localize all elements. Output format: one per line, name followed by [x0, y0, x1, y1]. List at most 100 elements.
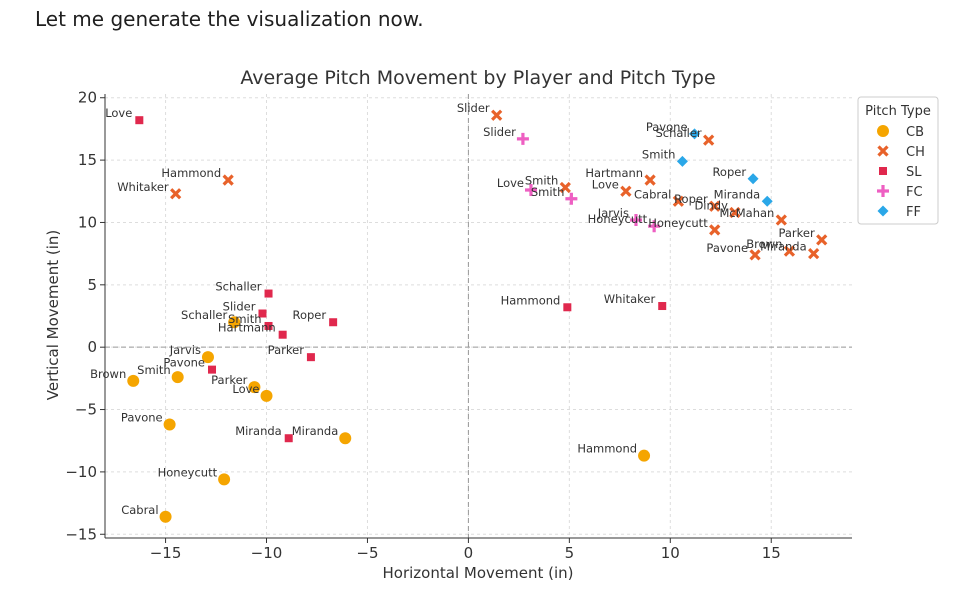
- point-fc: [524, 184, 537, 197]
- y-tick-label: −5: [75, 401, 97, 419]
- point-label: Jarvis: [597, 206, 629, 220]
- legend-label: CH: [906, 145, 925, 160]
- point-label: Smith: [525, 174, 559, 188]
- point-cb: [127, 374, 140, 387]
- point-label: Love: [592, 177, 619, 191]
- point-label: Pavone: [163, 356, 205, 370]
- y-tick-label: −15: [65, 525, 97, 543]
- point-label: Pavone: [121, 411, 163, 425]
- point-label: Honeycutt: [648, 216, 708, 230]
- point-label: Hammond: [501, 293, 561, 307]
- point-label: Slider: [223, 300, 256, 314]
- point-label: Smith: [531, 185, 565, 199]
- point-label: Cabral: [634, 187, 671, 201]
- point-label: Hammond: [577, 442, 637, 456]
- point-label: Cabral: [121, 503, 158, 517]
- point-ch: [709, 224, 721, 236]
- point-label: Whitaker: [117, 180, 169, 194]
- point-label: Miranda: [235, 424, 282, 438]
- y-tick-label: 5: [87, 276, 97, 294]
- point-sl: [208, 365, 217, 374]
- point-sl: [264, 321, 273, 330]
- point-sl: [329, 318, 338, 327]
- axes: [100, 94, 852, 543]
- point-label: Hartmann: [218, 321, 276, 335]
- x-tick-label: −10: [251, 544, 283, 562]
- legend-label: SL: [906, 165, 922, 180]
- point-ff: [761, 195, 773, 207]
- point-cb: [248, 381, 261, 394]
- point-sl: [284, 434, 293, 443]
- point-label: Miranda: [714, 187, 761, 201]
- x-tick-label: 15: [762, 544, 781, 562]
- x-tick-label: 5: [565, 544, 575, 562]
- tick-labels: −15 −10 −5 0 5 10 15 −15 −10 −5 0 5 10 15 20: [65, 89, 780, 562]
- x-tick-label: 10: [661, 544, 680, 562]
- legend-label: CB: [906, 125, 924, 140]
- point-label: Honeycutt: [588, 212, 648, 226]
- point-sl: [258, 309, 267, 318]
- point-label: Schaller: [656, 126, 702, 140]
- point-sl: [563, 303, 572, 312]
- point-label: Parker: [778, 226, 815, 240]
- point-ch: [703, 134, 715, 146]
- y-tick-label: 10: [78, 213, 97, 231]
- point-label: Jarvis: [169, 343, 201, 357]
- point-ff: [689, 128, 701, 140]
- point-label: Smith: [642, 147, 676, 161]
- point-label: Hartmann: [585, 166, 643, 180]
- point-label: Smith: [228, 312, 262, 326]
- point-label: Love: [497, 176, 524, 190]
- point-label: Miranda: [292, 424, 339, 438]
- point-label: Schaller: [181, 308, 227, 322]
- legend-marker-sl: [879, 167, 887, 175]
- point-ch: [749, 249, 761, 261]
- point-label: Pavone: [646, 120, 688, 134]
- point-cb: [218, 473, 231, 486]
- point-cb: [201, 351, 214, 364]
- point-label: Love: [232, 382, 259, 396]
- point-sl: [306, 353, 315, 362]
- point-ff: [676, 155, 688, 167]
- point-ff: [747, 173, 759, 185]
- data-points: [127, 109, 828, 523]
- point-label: Parker: [211, 373, 248, 387]
- legend-marker-ch: [877, 145, 889, 157]
- y-tick-label: 20: [78, 89, 97, 107]
- point-cb: [339, 432, 352, 445]
- point-fc: [565, 192, 578, 205]
- point-label: McMahan: [719, 206, 774, 220]
- point-ch: [709, 200, 721, 212]
- point-label: Roper: [674, 192, 708, 206]
- point-cb: [260, 389, 273, 402]
- chart-title: Average Pitch Movement by Player and Pit…: [240, 67, 715, 89]
- legend-marker-fc: [877, 185, 889, 197]
- y-tick-label: 15: [78, 151, 97, 169]
- legend-label: FC: [906, 185, 923, 200]
- legend-title: Pitch Type: [865, 104, 931, 119]
- point-fc: [516, 132, 529, 145]
- point-ch: [775, 214, 787, 226]
- point-ch: [644, 174, 656, 186]
- y-tick-label: 0: [87, 338, 97, 356]
- point-label: Roper: [293, 308, 327, 322]
- point-label: Parker: [268, 343, 305, 357]
- point-ch: [559, 181, 571, 194]
- point-cb: [638, 449, 651, 462]
- point-label: Miranda: [760, 240, 807, 254]
- point-label: Slider: [483, 125, 516, 139]
- point-ch: [816, 234, 828, 246]
- point-ch: [620, 185, 632, 197]
- point-cb: [163, 418, 176, 431]
- point-label: Honeycutt: [158, 465, 218, 479]
- point-label: Slider: [457, 101, 490, 115]
- point-fc: [648, 220, 661, 233]
- point-label: Dindy: [694, 198, 728, 212]
- point-label: Brown: [746, 237, 782, 251]
- point-labels: Brown SmithJarvisSchallerParkerLovePavone…: [90, 101, 815, 517]
- y-axis-label: Vertical Movement (in): [44, 230, 62, 401]
- x-tick-label: −5: [356, 544, 378, 562]
- x-tick-label: −15: [150, 544, 182, 562]
- point-ch: [222, 174, 234, 186]
